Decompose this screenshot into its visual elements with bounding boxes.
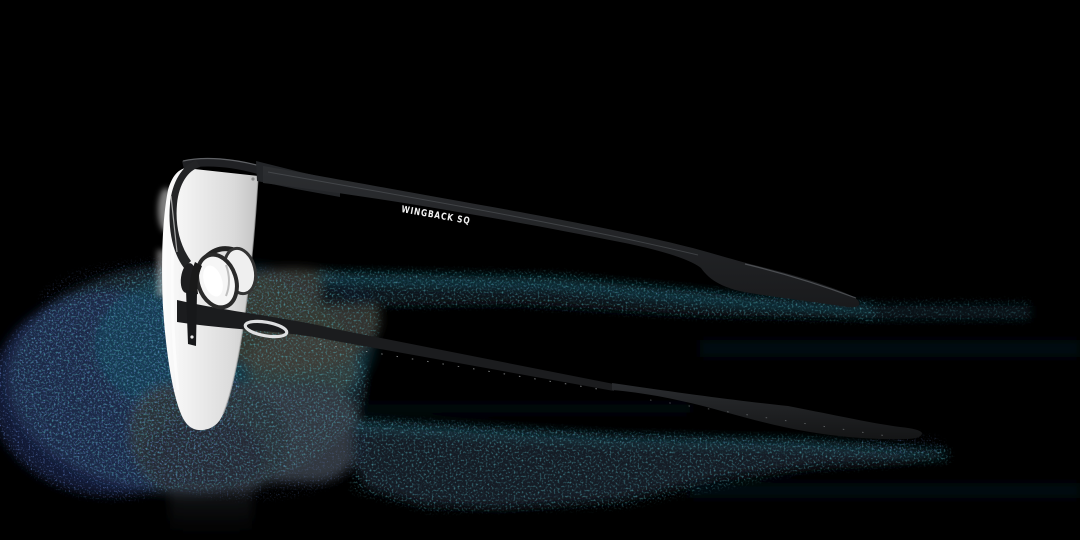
temple-arm-lower: [177, 300, 614, 391]
pad-screw: [190, 335, 194, 339]
pad-stem-lower: [186, 290, 197, 346]
lens-edge: [222, 175, 259, 415]
hinge-screw: [251, 177, 255, 181]
oakley-logo-icon: [243, 319, 289, 339]
temple-arm-upper: [263, 166, 860, 308]
arm-highlight: [267, 171, 699, 256]
temple-tip-lower: [612, 383, 922, 440]
eyeglasses: WINGBACK SQ: [157, 157, 922, 440]
pad-stem: [189, 262, 202, 296]
frame-left-rim: [169, 160, 200, 268]
nose-pads: [186, 246, 258, 346]
